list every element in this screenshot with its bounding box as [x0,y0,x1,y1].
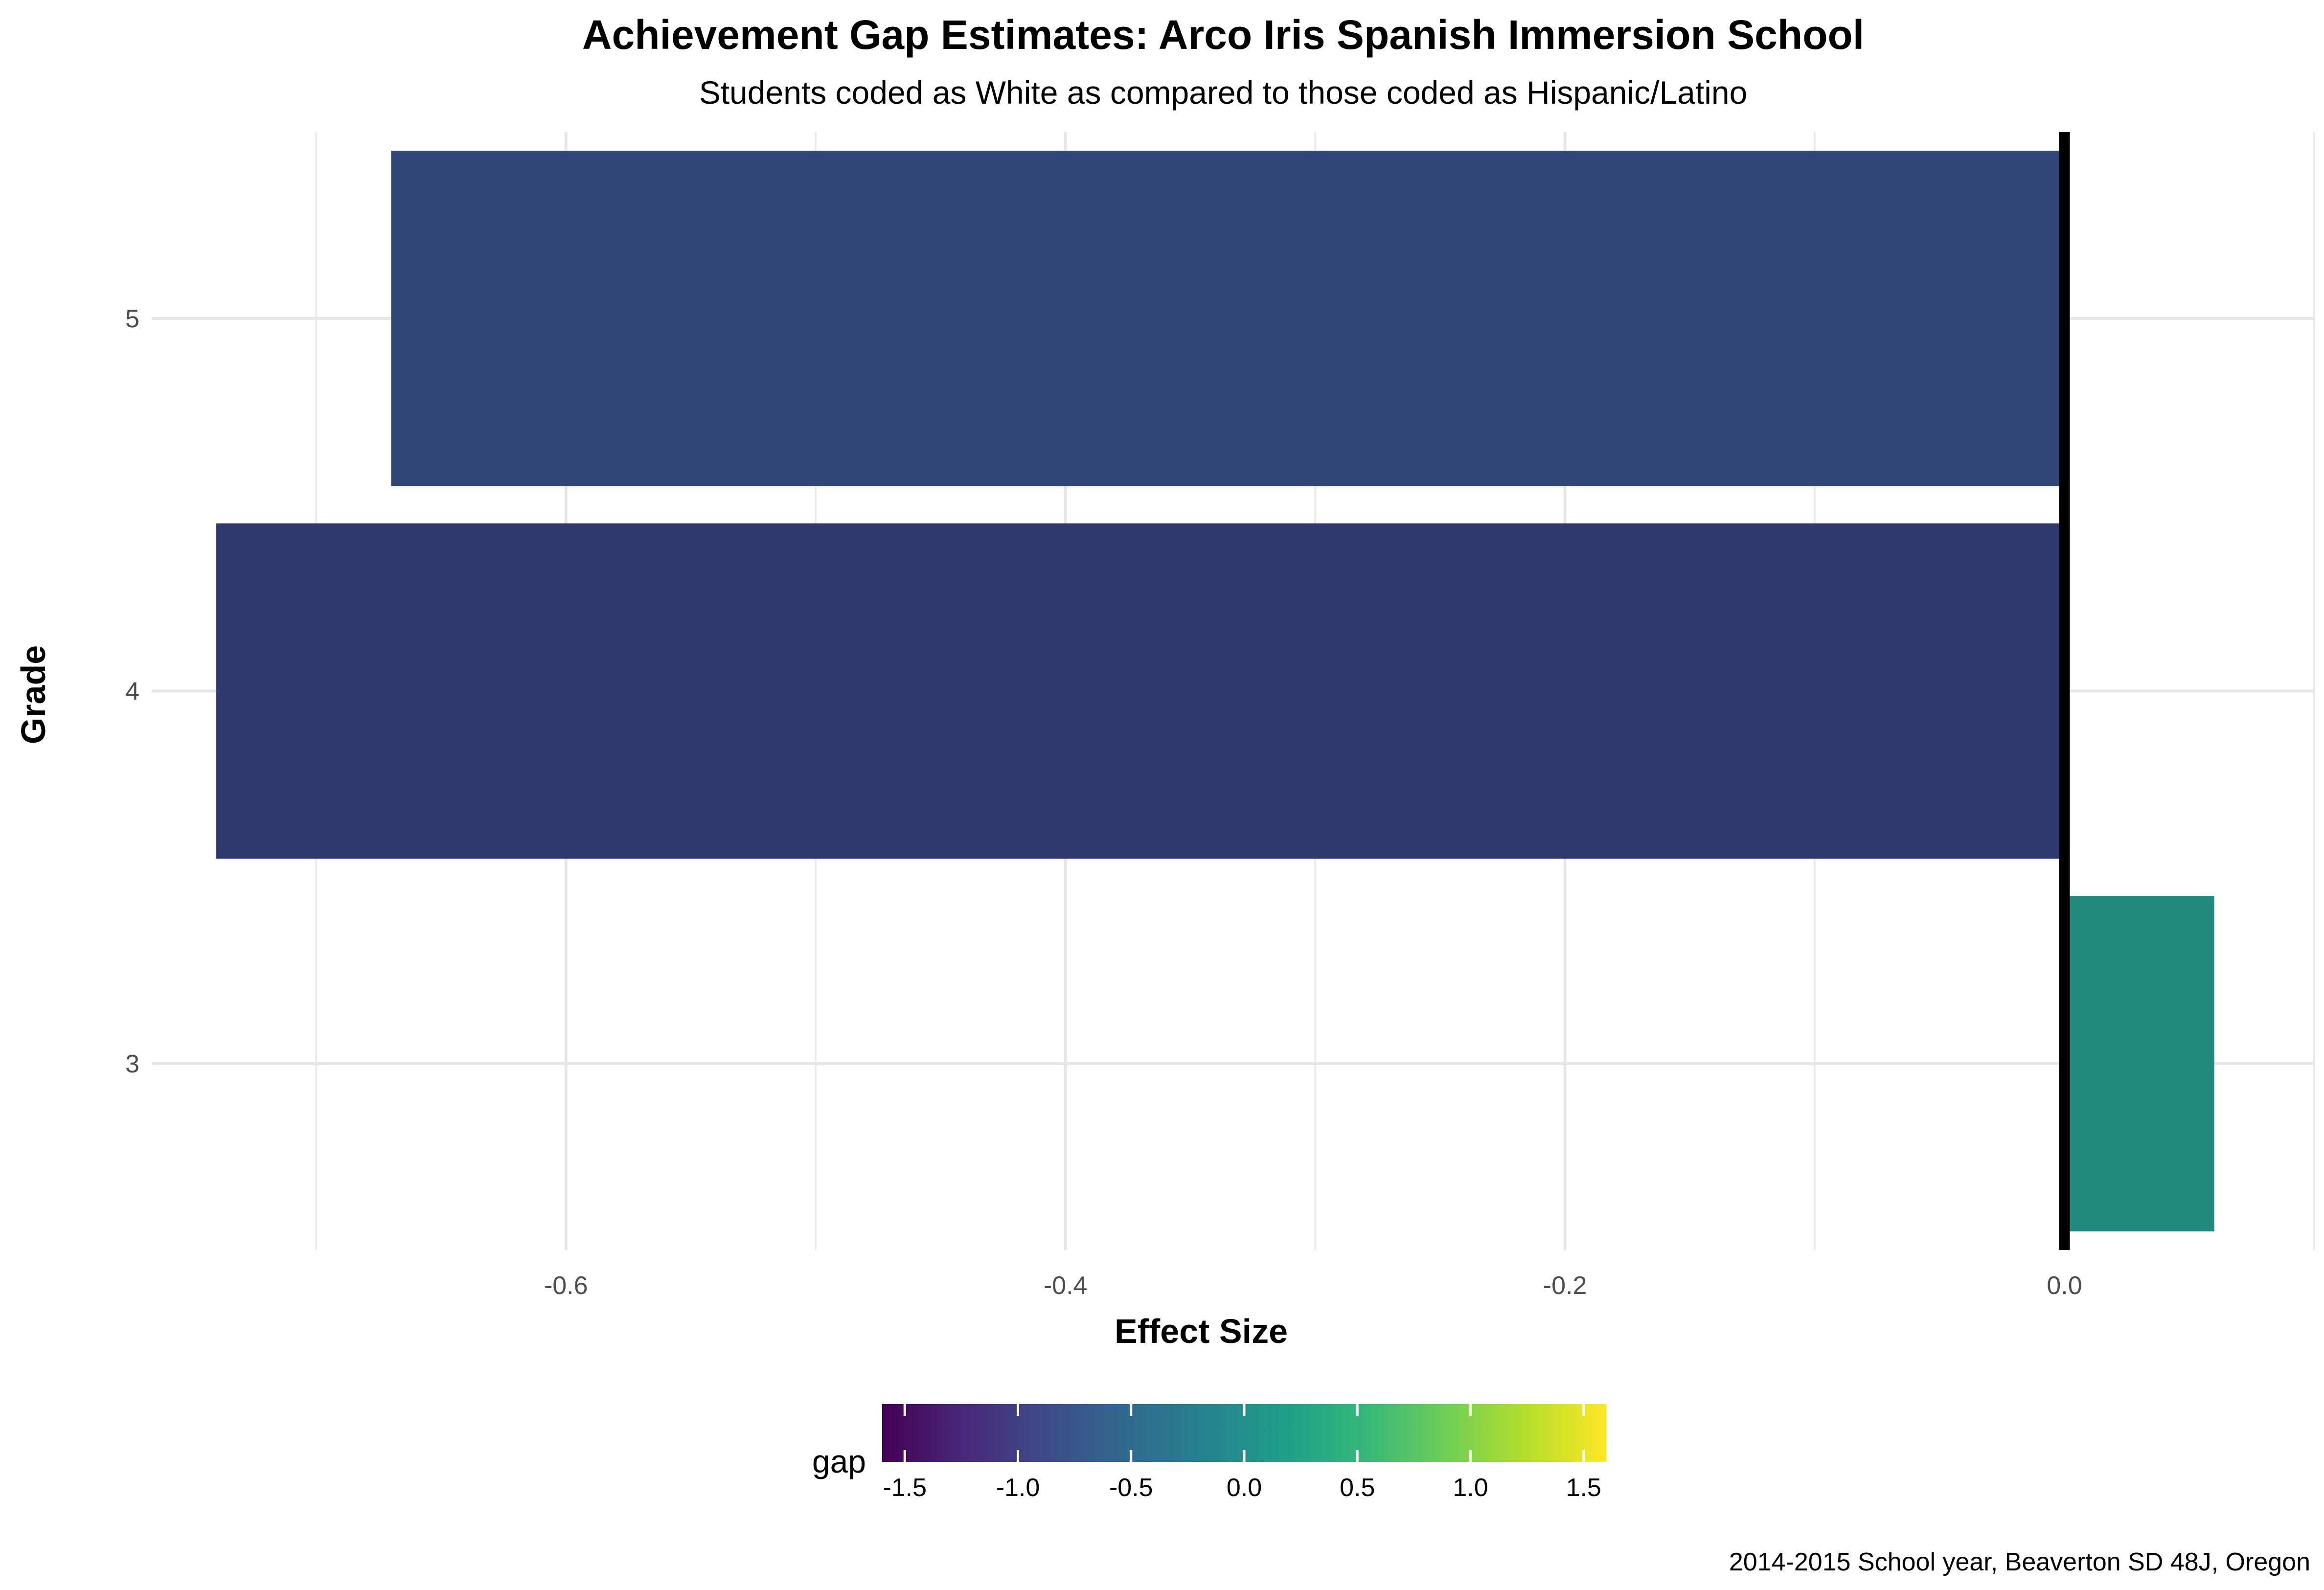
y-tick-label: 4 [125,678,139,706]
caption: 2014-2015 School year, Beaverton SD 48J,… [1729,1548,2310,1576]
legend-tick-label: 0.0 [1227,1474,1262,1502]
x-tick-label: 0.0 [2047,1272,2082,1300]
bar-grade-4 [216,523,2065,859]
x-tick-label: -0.2 [1543,1272,1587,1300]
y-axis-title: Grade [14,645,52,744]
legend-tick-label: 1.5 [1566,1474,1601,1502]
bar-grade-3 [2064,896,2214,1231]
legend-tick-label: 0.5 [1340,1474,1375,1502]
legend-ticks: -1.5 -1.0 -0.5 0.0 0.5 1.0 1.5 [883,1404,1601,1502]
chart-subtitle: Students coded as White as compared to t… [699,74,1748,111]
legend-tick-label: -1.0 [996,1474,1040,1502]
x-tick-label: -0.4 [1044,1272,1088,1300]
bar-grade-5 [391,151,2065,486]
chart-title: Achievement Gap Estimates: Arco Iris Spa… [582,12,1864,58]
legend-tick-label: -1.5 [883,1474,927,1502]
bars [216,151,2214,1231]
y-tick-label: 5 [125,305,139,333]
x-axis-title: Effect Size [1115,1312,1288,1350]
x-tick-label: -0.6 [544,1272,588,1300]
legend-title: gap [812,1443,866,1479]
legend-tick-label: 1.0 [1453,1474,1488,1502]
legend-colorbar: gap -1.5 -1.0 -0.5 0.0 0.5 1.0 1.5 [812,1404,1606,1502]
legend-tick-label: -0.5 [1109,1474,1153,1502]
y-axis-ticks: 3 4 5 [125,305,166,1078]
x-axis-ticks: -0.6 -0.4 -0.2 0.0 [544,1272,2082,1300]
y-tick-label: 3 [125,1050,139,1078]
